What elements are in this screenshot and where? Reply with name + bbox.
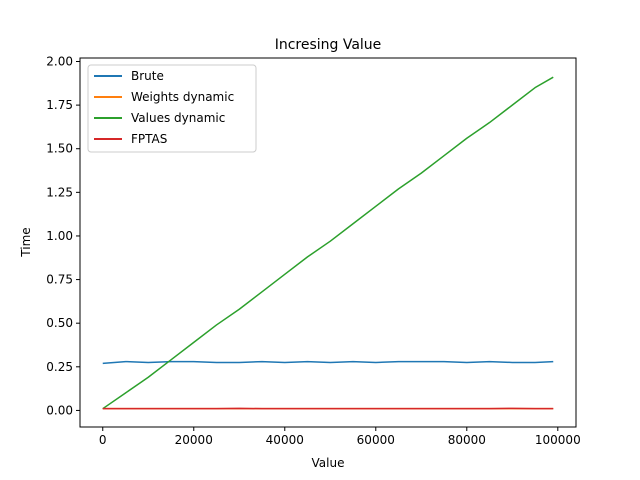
x-tick-label: 40000 — [266, 433, 304, 447]
legend-label-brute: Brute — [131, 69, 164, 83]
x-tick-label: 60000 — [357, 433, 395, 447]
y-axis-label: Time — [19, 227, 33, 257]
chart-title: Incresing Value — [275, 37, 382, 53]
y-tick-label: 2.00 — [46, 54, 73, 68]
y-tick-label: 1.50 — [46, 142, 73, 156]
legend-entries: Brute Weights dynamic Values dynamic FPTAS — [94, 69, 234, 146]
x-tick-label: 20000 — [175, 433, 213, 447]
axes-frame — [79, 57, 577, 428]
x-tick-label: 80000 — [448, 433, 486, 447]
series-line-values-dynamic — [102, 76, 554, 410]
x-axis-ticks: 0 20000 40000 60000 80000 100000 — [99, 427, 581, 447]
legend-label-values-dynamic: Values dynamic — [131, 111, 225, 125]
x-tick-label: 0 — [99, 433, 107, 447]
y-tick-label: 0.00 — [46, 403, 73, 417]
legend: Brute Weights dynamic Values dynamic FPTAS — [87, 64, 257, 153]
y-tick-label: 1.75 — [46, 98, 73, 112]
y-tick-label: 1.25 — [46, 185, 73, 199]
legend-label-weights-dynamic: Weights dynamic — [131, 90, 234, 104]
legend-label-fptas: FPTAS — [131, 132, 167, 146]
x-tick-label: 100000 — [535, 433, 581, 447]
legend-box — [87, 64, 257, 153]
y-tick-label: 0.25 — [46, 360, 73, 374]
plot-area — [79, 57, 577, 428]
y-tick-label: 0.50 — [46, 316, 73, 330]
y-tick-label: 1.00 — [46, 229, 73, 243]
y-tick-label: 0.75 — [46, 273, 73, 287]
y-axis-ticks: 0.00 0.25 0.50 0.75 1.00 1.25 1.50 1.75 2.00 — [46, 54, 80, 417]
series-layer — [102, 76, 554, 410]
series-line-brute — [102, 360, 554, 365]
x-axis-label: Value — [312, 456, 345, 470]
